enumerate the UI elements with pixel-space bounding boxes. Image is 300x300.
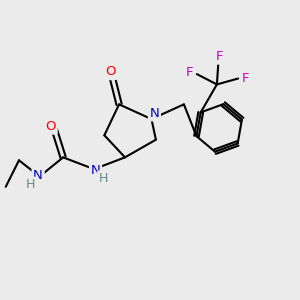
Text: O: O bbox=[105, 65, 116, 79]
Text: F: F bbox=[242, 72, 249, 85]
Text: N: N bbox=[91, 164, 100, 177]
Text: F: F bbox=[186, 66, 193, 79]
Text: H: H bbox=[99, 172, 108, 185]
Text: O: O bbox=[46, 120, 56, 133]
Text: F: F bbox=[216, 50, 224, 63]
Text: N: N bbox=[149, 107, 159, 120]
Text: N: N bbox=[33, 169, 43, 182]
Text: H: H bbox=[26, 178, 35, 191]
